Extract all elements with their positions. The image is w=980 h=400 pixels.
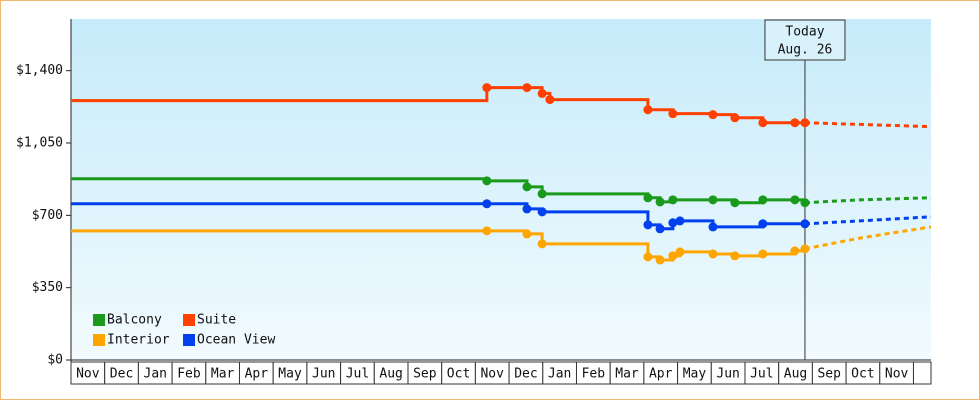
point [482,83,492,93]
x-tick-label: Feb [177,367,201,382]
x-tick-label: Aug [379,367,402,382]
x-tick-label: Feb [582,367,606,382]
forecast-line [804,196,932,205]
point [668,195,678,205]
point [482,226,492,236]
x-tick-label: Jun [312,367,335,382]
x-tick-label: Oct [447,367,470,382]
y-tick-label: $350 [32,280,63,295]
point [643,252,653,262]
point [655,224,665,234]
point [758,219,768,229]
x-tick-label: Jun [716,367,739,382]
x-tick-label: Dec [110,367,133,382]
x-tick-label: Sep [413,367,437,382]
point [522,83,532,93]
y-tick-label: $1,400 [16,63,63,78]
point [482,176,492,186]
x-tick-label: Mar [615,367,639,382]
point [800,118,810,128]
legend-swatch [93,334,105,346]
point [730,198,740,208]
today-box [764,19,846,61]
point [537,88,547,98]
x-tick-label: Jul [750,367,773,382]
point [675,216,685,226]
point [790,118,800,128]
plot-area [71,19,931,360]
x-tick-label: Jul [346,367,369,382]
point [708,249,718,259]
x-tick-label: Jan [144,367,167,382]
x-tick-label: Nov [76,367,100,382]
point [675,247,685,257]
point [655,255,665,265]
x-tick-label: Nov [480,367,504,382]
legend-label: Balcony [107,313,162,328]
legend-swatch [93,314,105,326]
point [758,118,768,128]
y-tick-label: $700 [32,208,63,223]
point [758,249,768,259]
x-tick-label: Aug [784,367,807,382]
forecast-line [804,121,932,129]
forecast-line [804,225,932,251]
point [668,109,678,119]
point [790,246,800,256]
forecast-line [804,215,932,226]
today-label: Today [785,25,824,40]
point [522,204,532,214]
point [655,197,665,207]
point [800,244,810,254]
point [482,199,492,209]
point [708,110,718,120]
point [643,105,653,115]
legend-label: Ocean View [197,333,275,348]
point [708,222,718,232]
x-tick-label: May [278,367,302,382]
point [643,220,653,230]
legend-swatch [183,334,195,346]
x-tick-label: Jan [548,367,571,382]
point [643,193,653,203]
x-tick-label: May [683,367,707,382]
point [522,229,532,239]
legend-label: Interior [107,333,170,348]
x-tick-label: Apr [245,367,269,382]
x-tick-label: Sep [817,367,841,382]
month-cell [912,361,932,385]
legend-swatch [183,314,195,326]
point [537,207,547,217]
point [758,195,768,205]
x-tick-label: Apr [649,367,673,382]
x-tick-label: Mar [211,367,235,382]
x-tick-label: Dec [514,367,537,382]
y-tick-label: $0 [47,353,63,368]
point [545,95,555,105]
point [790,195,800,205]
point [668,218,678,228]
point [800,198,810,208]
point [730,251,740,261]
point [537,189,547,199]
legend-label: Suite [197,313,236,328]
today-label: Aug. 26 [778,43,833,58]
point [522,182,532,192]
point [800,219,810,229]
point [730,113,740,123]
point [708,195,718,205]
x-tick-label: Nov [885,367,909,382]
y-tick-label: $1,050 [16,136,63,151]
point [537,239,547,249]
x-tick-label: Oct [851,367,874,382]
point [668,251,678,261]
